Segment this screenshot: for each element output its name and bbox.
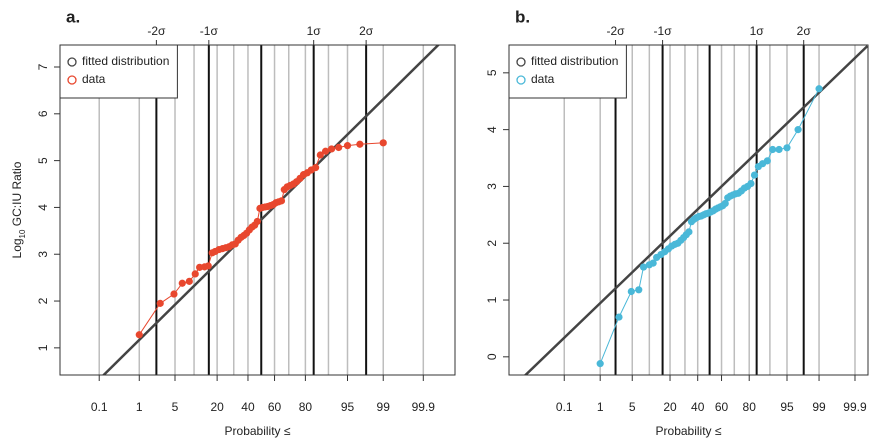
y-axis-label-part: 10 [18, 229, 27, 238]
plot-area [523, 45, 868, 375]
legend-box [508, 44, 627, 99]
data-point [185, 277, 193, 285]
x-tick-label: 0.1 [556, 400, 573, 414]
y-tick-label: 0 [485, 353, 499, 360]
x-tick-label: 20 [663, 400, 677, 414]
fit-line [523, 45, 868, 375]
x-tick-label: 40 [241, 400, 255, 414]
data-point [721, 199, 729, 208]
y-tick-label: 3 [485, 183, 499, 190]
y-tick-label: 5 [485, 69, 499, 76]
x-tick-label: 80 [743, 400, 757, 414]
legend-box [59, 44, 178, 99]
data-point [191, 270, 199, 278]
data-point [277, 197, 286, 205]
data-point [379, 139, 387, 147]
data-point [769, 145, 777, 154]
x-tick-label: 0.1 [91, 400, 108, 414]
x-tick-label: 60 [268, 400, 282, 414]
plot-area [101, 45, 441, 375]
y-tick-label: 1 [485, 296, 499, 303]
y-tick-label: 4 [485, 126, 499, 133]
x-tick-label: 1 [597, 400, 604, 414]
x-tick-label: 60 [715, 400, 729, 414]
x-tick-label: 5 [629, 400, 636, 414]
panel-label: a. [66, 7, 80, 26]
x-tick-label: 99 [377, 400, 391, 414]
y-tick-label: 5 [36, 157, 50, 164]
y-tick-label: 2 [36, 297, 50, 304]
x-axis-label: Probability ≤ [225, 424, 291, 438]
data-point [156, 299, 164, 307]
data-point [750, 171, 759, 179]
y-axis-label-part: Log [10, 238, 24, 258]
data-point [815, 85, 823, 93]
x-tick-label: 1 [136, 400, 143, 414]
x-axis-label: Probability ≤ [656, 424, 722, 438]
sigma-label: -1σ [654, 24, 673, 38]
legend-symbol [516, 75, 526, 85]
data-point [316, 151, 324, 159]
sigma-label: -2σ [147, 24, 166, 38]
data-point [615, 313, 623, 321]
sigma-label: -1σ [200, 24, 219, 38]
legend-label: fitted distribution [82, 54, 169, 68]
x-tick-label: 99 [812, 400, 826, 414]
y-tick-label: 6 [36, 110, 50, 117]
y-axis-label: Log10 GC:IU Ratio [10, 161, 26, 258]
legend-label: data [82, 72, 106, 86]
data-point [596, 360, 604, 368]
sigma-label: 1σ [307, 24, 322, 38]
sigma-label: 2σ [359, 24, 374, 38]
data-point [253, 217, 261, 226]
x-tick-label: 95 [780, 400, 794, 414]
data-point [178, 279, 186, 287]
data-point [763, 157, 771, 165]
y-tick-label: 1 [36, 344, 50, 351]
y-tick-label: 4 [36, 204, 50, 211]
data-point [639, 263, 648, 271]
x-tick-label: 80 [299, 400, 313, 414]
data-point [170, 290, 178, 298]
data-point [321, 147, 330, 155]
plot-frame [59, 44, 456, 376]
sigma-label: -2σ [607, 24, 626, 38]
data-point [627, 287, 635, 296]
data-point [635, 286, 643, 294]
x-tick-label: 5 [172, 400, 179, 414]
data-point [335, 143, 343, 152]
data-point [649, 259, 657, 267]
plot-frame [508, 44, 869, 376]
x-tick-label: 99.9 [843, 400, 867, 414]
panel-label: b. [515, 7, 530, 26]
data-point [685, 228, 693, 236]
sigma-label: 1σ [750, 24, 765, 38]
data-point [135, 331, 143, 339]
legend-label: fitted distribution [531, 54, 618, 68]
fit-line [101, 45, 441, 375]
data-point [747, 179, 755, 188]
legend-symbol [67, 57, 77, 67]
legend-symbol [516, 57, 526, 67]
legend-label: data [531, 72, 555, 86]
x-tick-label: 99.9 [412, 400, 436, 414]
x-tick-label: 40 [691, 400, 705, 414]
sigma-label: 2σ [797, 24, 812, 38]
y-tick-label: 3 [36, 251, 50, 258]
legend-symbol [67, 75, 77, 85]
y-tick-label: 2 [485, 240, 499, 247]
data-point [356, 140, 364, 148]
data-point [794, 126, 802, 134]
data-point [783, 144, 791, 152]
data-point [327, 145, 336, 153]
data-point [204, 262, 212, 270]
x-tick-label: 20 [210, 400, 224, 414]
y-tick-label: 7 [36, 63, 50, 70]
data-point [312, 164, 320, 172]
x-tick-label: 95 [341, 400, 355, 414]
data-point [343, 142, 352, 150]
data-point [775, 145, 783, 154]
y-axis-label-part: GC:IU Ratio [10, 161, 24, 229]
